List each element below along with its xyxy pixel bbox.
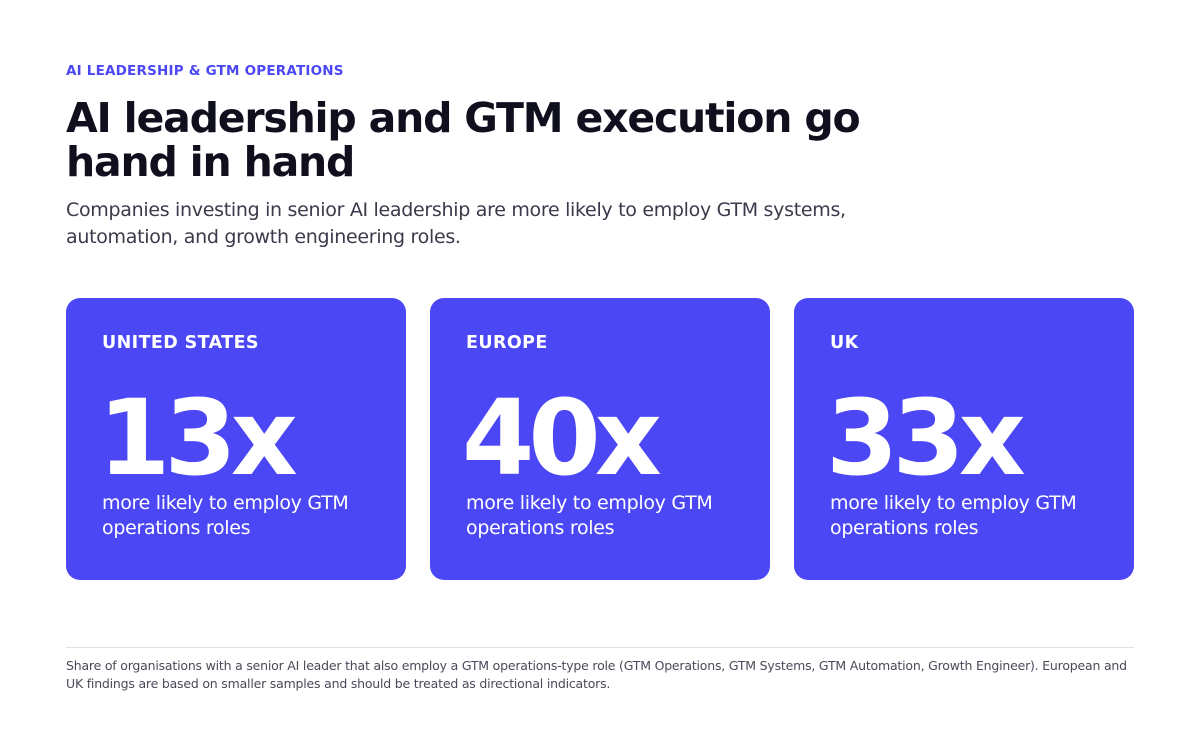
stat-card-value: 33x xyxy=(826,377,1026,499)
stat-card-region: UK xyxy=(830,333,859,353)
footnote: Share of organisations with a senior AI … xyxy=(66,658,1127,691)
stat-card-description: more likely to employ GTM operations rol… xyxy=(466,492,713,539)
stat-card-europe: EUROPE 40x more likely to employ GTM ope… xyxy=(430,298,770,580)
stat-card-description: more likely to employ GTM operations rol… xyxy=(830,492,1077,539)
page-subtitle: Companies investing in senior AI leaders… xyxy=(66,199,846,248)
footnote-divider xyxy=(66,647,1134,648)
stat-card-united-states: UNITED STATES 13x more likely to employ … xyxy=(66,298,406,580)
section-eyebrow: AI LEADERSHIP & GTM OPERATIONS xyxy=(66,63,344,79)
stat-card-region: UNITED STATES xyxy=(102,333,259,353)
stat-card-region: EUROPE xyxy=(466,333,548,353)
stat-card-value: 40x xyxy=(462,377,662,499)
stat-card-value: 13x xyxy=(98,377,298,499)
stat-card-uk: UK 33x more likely to employ GTM operati… xyxy=(794,298,1134,580)
page-title: AI leadership and GTM execution go hand … xyxy=(66,94,861,186)
stat-card-description: more likely to employ GTM operations rol… xyxy=(102,492,349,539)
stat-cards: UNITED STATES 13x more likely to employ … xyxy=(66,298,1134,580)
